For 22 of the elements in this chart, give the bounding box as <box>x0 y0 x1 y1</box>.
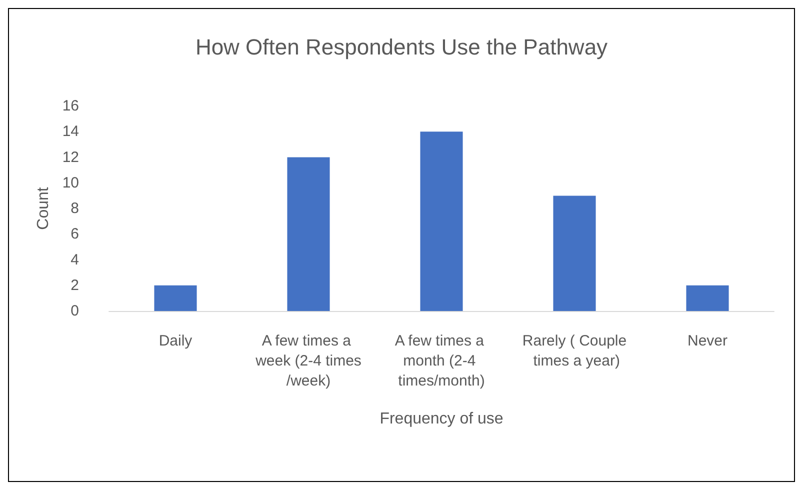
bar <box>287 157 330 311</box>
bar <box>420 132 463 311</box>
y-tick-label: 16 <box>62 98 79 114</box>
x-tick-label: Never <box>687 332 728 350</box>
y-tick-label: 8 <box>70 200 79 217</box>
y-tick-label: 14 <box>62 123 79 140</box>
x-tick-label: A few times a week (2-4 times/week) <box>254 332 362 390</box>
bar <box>686 285 729 311</box>
y-tick-label: 0 <box>70 302 79 320</box>
y-tick-label: 2 <box>70 276 79 294</box>
bar <box>154 285 197 311</box>
y-tick-label: 10 <box>62 174 79 192</box>
x-tick-label: Daily <box>158 332 193 350</box>
y-tick-label: 12 <box>62 148 79 166</box>
y-tick-label: 4 <box>70 251 79 268</box>
bar <box>553 196 596 311</box>
x-axis-title: Frequency of use <box>380 410 504 428</box>
x-tick-label: Rarely ( Couple times a year) <box>522 332 627 370</box>
y-tick-label: 6 <box>70 226 79 243</box>
chart-title: How Often Respondents Use the Pathway <box>195 34 608 60</box>
y-axis-title: Count <box>34 186 52 230</box>
x-tick-label: A few times a month (2-4 times/month) <box>394 332 488 390</box>
